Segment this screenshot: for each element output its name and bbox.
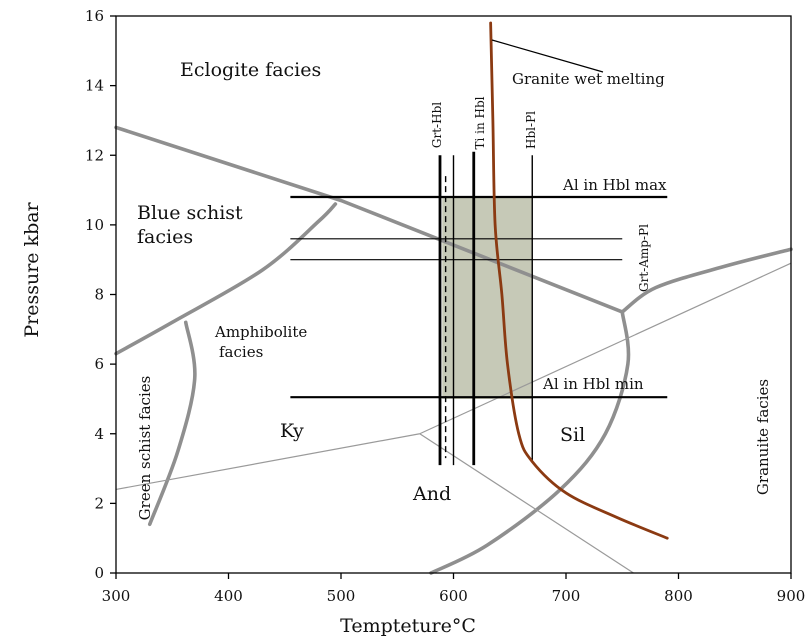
facies-boundary-0 [114, 125, 625, 314]
granite-melting-layer [489, 21, 669, 540]
amphibolite-facies-label: facies [219, 343, 263, 361]
kyanite-label: Ky [280, 420, 304, 442]
x-tick-label-0: 300 [102, 587, 131, 605]
thermometer-layer [438, 151, 533, 466]
green-schist-label: Green schist facies [136, 376, 154, 521]
x-tick-label-3: 600 [439, 587, 468, 605]
grt-hbl-label: Grt-Hbl [430, 102, 444, 148]
al-in-hbl-min-label: Al in Hbl min [542, 375, 644, 393]
y-tick-label-5: 10 [85, 216, 104, 234]
facies-boundary-2 [147, 320, 197, 527]
y-tick-label-3: 6 [94, 355, 104, 373]
granite-wet-melting-label: Granite wet melting [512, 70, 665, 88]
y-tick-label-8: 16 [85, 7, 104, 25]
x-tick-label-4: 700 [552, 587, 581, 605]
sillimanite-label: Sil [560, 424, 585, 446]
ti-in-hbl-label: Ti in Hbl [473, 96, 487, 149]
granulite-label: Granuite facies [754, 379, 772, 495]
x-tick-label-6: 900 [777, 587, 806, 605]
aluminosilicate-line-1 [419, 262, 792, 435]
aluminosilicate-line-2 [419, 433, 634, 574]
y-tick-label-6: 12 [85, 146, 104, 164]
x-axis-title: Tempteture°C [340, 615, 476, 637]
blue-schist-facies-label: facies [137, 226, 193, 248]
y-axis-title: Pressure kbar [21, 201, 43, 337]
melting-leader-line [491, 39, 604, 73]
y-tick-label-0: 0 [94, 564, 104, 582]
y-tick-label-7: 14 [85, 77, 104, 95]
al-in-hbl-max-label: Al in Hbl max [562, 176, 667, 194]
y-tick-label-4: 8 [94, 286, 104, 304]
blue-schist-label: Blue schist [137, 202, 243, 224]
hbl-pl-label: Hbl-Pl [524, 111, 538, 149]
facies-boundary-4 [429, 310, 631, 575]
x-tick-label-2: 500 [327, 587, 356, 605]
x-tick-label-1: 400 [214, 587, 243, 605]
y-tick-label-1: 2 [94, 494, 104, 512]
x-tick-label-5: 800 [664, 587, 693, 605]
granite-wet-melting-curve [489, 21, 669, 540]
tick-layer: 300 400 500 600 700 800 900 0 2 4 6 8 10 12 14 16 [85, 7, 805, 605]
andalusite-label: And [412, 483, 451, 505]
aluminosilicate-line-0 [115, 433, 420, 491]
aluminosilicate-layer [115, 262, 792, 574]
facies-boundary-layer [114, 125, 793, 575]
shaded-region-layer [442, 197, 533, 399]
pt-estimate-region [442, 197, 533, 399]
barometer-layer [290, 195, 668, 399]
y-tick-label-2: 4 [94, 425, 104, 443]
facies-boundary-3 [620, 247, 793, 314]
amphibolite-label: Amphibolite [214, 323, 307, 341]
grt-amp-pl-label: Grt-Amp-Pl [637, 224, 651, 292]
facies-boundary-1 [114, 202, 338, 356]
eclogite-label: Eclogite facies [180, 59, 321, 81]
